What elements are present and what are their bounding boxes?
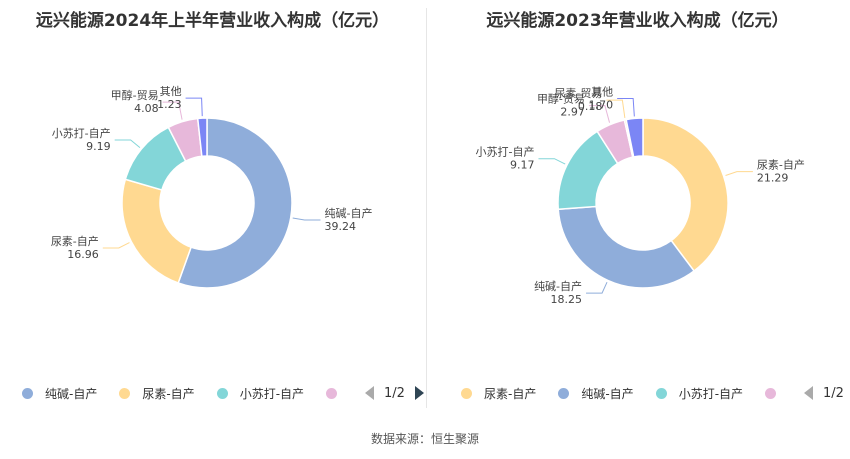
legend-item-niaosu[interactable]: 尿素-自产 — [119, 385, 195, 402]
slice-value: 1.23 — [157, 98, 182, 111]
slice-label: 其他 — [591, 85, 613, 98]
legend-label: 小苏打-自产 — [239, 386, 305, 401]
slice-0[interactable] — [642, 117, 729, 273]
legend-marker — [216, 387, 228, 399]
legend-item-partial[interactable] — [326, 387, 349, 399]
legend-label: 尿素-自产 — [484, 386, 537, 401]
slice-label: 纯碱-自产 — [534, 279, 582, 293]
legend-marker — [326, 387, 338, 399]
data-source-note: 数据来源：恒生聚源 — [370, 432, 479, 446]
legend-pager: 1/2 — [365, 386, 424, 401]
legend-marker — [655, 387, 667, 399]
leader-line — [606, 99, 626, 118]
slice-value: 4.08 — [134, 102, 159, 115]
leader-line — [725, 171, 753, 176]
slice-label: 其他 — [160, 85, 182, 98]
legend-marker — [765, 387, 777, 399]
legend-marker — [461, 387, 472, 399]
legend-label: 纯碱-自产 — [45, 386, 98, 401]
slice-label: 甲醇-贸易 — [111, 88, 159, 102]
leader-line — [586, 282, 608, 294]
chart-title: 远兴能源2024年上半年营业收入构成（亿元） — [35, 11, 390, 31]
legend-marker — [558, 387, 570, 399]
slice-label: 纯碱-自产 — [325, 206, 373, 220]
slice-value: 16.96 — [67, 248, 99, 261]
slice-label: 尿素-自产 — [51, 234, 99, 248]
slice-label: 甲醇-贸易 — [537, 92, 585, 106]
legend-item-chunjian[interactable]: 纯碱-自产 — [22, 385, 97, 402]
slice-value: 18.25 — [551, 293, 583, 306]
legend-item-niaosu[interactable]: 尿素-自产 — [461, 385, 536, 402]
leader-line — [588, 105, 611, 123]
legend-label: 纯碱-自产 — [581, 386, 634, 401]
slice-0[interactable] — [177, 117, 293, 289]
leader-line — [114, 139, 141, 148]
leader-line — [102, 242, 130, 249]
slice-value: 0.18 — [578, 100, 603, 113]
slice-value: 9.17 — [510, 159, 535, 172]
pager-next-icon[interactable] — [414, 386, 424, 400]
legend-marker — [22, 387, 33, 399]
leader-line — [617, 97, 635, 117]
slice-label: 小苏打-自产 — [475, 145, 534, 159]
slice-value: 39.24 — [325, 220, 357, 233]
legend-label: 尿素-自产 — [142, 386, 195, 401]
chart-panel-2024h1: 远兴能源2024年上半年营业收入构成（亿元） 纯碱-自产 39.24 尿素-自产 16… — [0, 0, 425, 415]
slice-label: 小苏打-自产 — [52, 126, 111, 140]
slice-label: 尿素-贸易 — [554, 87, 602, 100]
pager-prev-icon[interactable] — [804, 386, 814, 400]
slice-value: 21.29 — [757, 172, 789, 185]
leader-line — [538, 158, 566, 165]
slice-label: 尿素-自产 — [757, 158, 805, 172]
slice-1[interactable] — [121, 178, 193, 284]
leader-line — [292, 217, 321, 221]
leader-line — [185, 97, 203, 117]
leader-line — [162, 101, 183, 120]
legend-item-xiaosuda[interactable]: 小苏打-自产 — [216, 385, 305, 402]
legend: 尿素-自产 纯碱-自产 小苏打-自产 1/2 — [461, 382, 850, 404]
panel-divider — [426, 8, 427, 408]
legend-item-chunjian[interactable]: 纯碱-自产 — [558, 385, 634, 402]
pager-page-indicator: 1/2 — [823, 385, 844, 401]
chart-title: 远兴能源2023年营业收入构成（亿元） — [486, 11, 789, 31]
slice-value: 9.19 — [86, 140, 111, 153]
legend: 纯碱-自产 尿素-自产 小苏打-自产 1/2 — [22, 382, 424, 404]
legend-item-xiaosuda[interactable]: 小苏打-自产 — [655, 385, 744, 402]
pager-prev-icon[interactable] — [365, 386, 375, 400]
slice-value: 2.97 — [560, 106, 585, 119]
pager-page-indicator: 1/2 — [384, 385, 405, 401]
chart-panel-2023: 远兴能源2023年营业收入构成（亿元） 尿素-自产 21.29 纯碱-自产 18.25… — [425, 0, 850, 415]
legend-label: 小苏打-自产 — [678, 386, 744, 401]
slice-5[interactable] — [625, 117, 644, 158]
slice-1[interactable] — [557, 205, 696, 289]
slice-4[interactable] — [196, 117, 208, 158]
slice-value: 1.70 — [589, 98, 614, 111]
legend-marker — [119, 387, 131, 399]
legend-item-partial[interactable] — [765, 387, 788, 399]
legend-pager: 1/2 — [804, 386, 850, 401]
